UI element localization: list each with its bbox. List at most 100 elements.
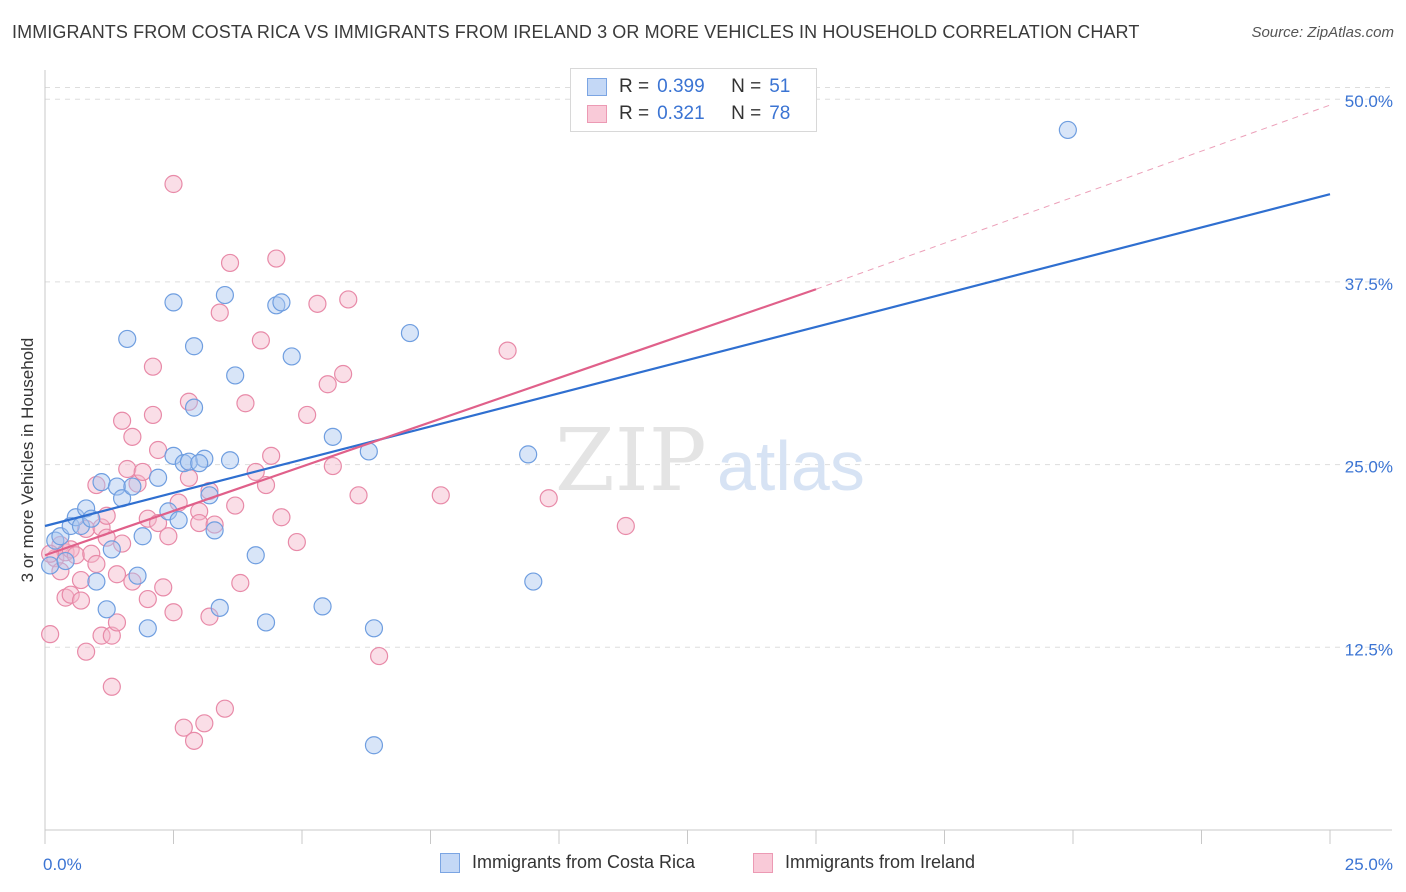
costa-rica-point xyxy=(184,337,204,356)
legend-n-value: 78 xyxy=(769,103,791,124)
ireland-point xyxy=(210,303,229,322)
series-costa-rica-points xyxy=(41,120,1077,755)
ireland-point xyxy=(71,570,91,590)
watermark-atlas: atlas xyxy=(717,427,865,505)
ireland-point xyxy=(107,613,127,632)
costa-rica-trendline xyxy=(44,193,1331,528)
ireland-point xyxy=(77,642,96,661)
costa-rica-point xyxy=(184,398,204,417)
ireland-point xyxy=(123,427,142,446)
ireland-point xyxy=(236,394,255,413)
ireland-point xyxy=(56,588,75,607)
ireland-point xyxy=(51,562,70,581)
legend-n-label: N = xyxy=(731,103,762,124)
ireland-point xyxy=(128,474,147,493)
costa-rica-point xyxy=(133,527,152,546)
costa-rica-point xyxy=(282,347,301,366)
ireland-point xyxy=(133,462,152,482)
axes xyxy=(44,70,1392,844)
ireland-point xyxy=(287,532,306,552)
ireland-point xyxy=(77,519,96,539)
ireland-point xyxy=(71,591,91,610)
costa-rica-point xyxy=(1058,120,1077,140)
costa-rica-point xyxy=(107,477,127,496)
ireland-trendline-extension xyxy=(815,104,1331,290)
ireland-point xyxy=(272,508,291,527)
ireland-trendline xyxy=(44,288,817,557)
bottom-legend-swatch-pink xyxy=(753,852,773,873)
costa-rica-point xyxy=(169,511,188,530)
costa-rica-point xyxy=(41,556,60,575)
ireland-point xyxy=(138,589,157,609)
costa-rica-point xyxy=(524,572,543,591)
ireland-point xyxy=(179,392,199,411)
ireland-point xyxy=(323,456,342,476)
costa-rica-point xyxy=(364,736,384,755)
costa-rica-point xyxy=(226,366,245,385)
costa-rica-point xyxy=(148,468,168,487)
costa-rica-point xyxy=(138,619,157,638)
costa-rica-point xyxy=(272,293,291,312)
ireland-point xyxy=(143,405,163,425)
ireland-point xyxy=(262,446,281,465)
ireland-point xyxy=(251,331,270,350)
ireland-point xyxy=(41,625,60,644)
ireland-point xyxy=(190,513,209,533)
legend-r-value: 0.321 xyxy=(657,103,705,124)
ireland-point xyxy=(226,496,245,515)
ireland-point xyxy=(539,489,558,508)
bottom-legend-label: Immigrants from Costa Rica xyxy=(472,852,696,872)
trendlines xyxy=(44,104,1331,557)
ireland-point xyxy=(159,527,178,546)
costa-rica-point xyxy=(205,521,224,540)
ireland-point xyxy=(87,554,106,574)
ireland-point xyxy=(370,646,389,666)
costa-rica-point xyxy=(256,613,276,632)
ireland-point xyxy=(231,573,250,593)
ireland-point xyxy=(107,565,127,584)
ireland-point xyxy=(92,626,111,645)
ireland-point xyxy=(61,585,80,604)
legend-r-value: 0.399 xyxy=(657,76,705,97)
legend-swatch-blue xyxy=(587,78,607,96)
bottom-legend-swatch-blue xyxy=(440,852,460,873)
tick-labels: 12.5% 25.0% 37.5% 50.0% 0.0% 25.0% xyxy=(43,92,1393,874)
ireland-point xyxy=(112,534,132,553)
watermark-zip: ZIP xyxy=(555,411,707,511)
y-tick-label: 50.0% xyxy=(1345,92,1393,111)
watermark: ZIP atlas xyxy=(555,411,865,511)
series-ireland-points xyxy=(41,174,635,750)
ireland-point xyxy=(154,578,173,597)
legend-r-label: R = xyxy=(619,76,650,97)
costa-rica-point xyxy=(102,540,121,559)
ireland-point xyxy=(102,677,121,696)
source-label: Source: ZipAtlas.com xyxy=(1251,24,1394,41)
costa-rica-point xyxy=(210,598,229,617)
y-tick-label: 12.5% xyxy=(1345,640,1393,659)
bottom-legend-ireland: Immigrants from Ireland xyxy=(753,852,975,873)
ireland-point xyxy=(143,357,163,376)
ireland-point xyxy=(349,486,368,505)
ireland-point xyxy=(184,731,204,750)
costa-rica-point xyxy=(77,499,96,518)
costa-rica-point xyxy=(123,477,142,496)
ireland-point xyxy=(66,546,85,565)
ireland-point xyxy=(82,544,101,563)
ireland-point xyxy=(112,411,132,430)
x-tick-label: 0.0% xyxy=(43,855,82,874)
ireland-point xyxy=(215,699,234,718)
costa-rica-point xyxy=(267,296,286,315)
gridlines xyxy=(45,87,1392,648)
legend-row-ireland: R = 0.321 N = 78 xyxy=(587,102,790,126)
ireland-point xyxy=(318,375,337,394)
costa-rica-point xyxy=(400,323,420,343)
costa-rica-point xyxy=(164,293,183,312)
legend-r-label: R = xyxy=(619,103,650,124)
costa-rica-point xyxy=(92,473,111,492)
costa-rica-point xyxy=(215,285,234,305)
bottom-legend-label: Immigrants from Ireland xyxy=(785,852,976,872)
y-tick-label: 37.5% xyxy=(1345,275,1393,294)
y-tick-label: 25.0% xyxy=(1345,458,1393,477)
legend-n-value: 51 xyxy=(769,76,791,97)
ireland-point xyxy=(298,405,317,425)
